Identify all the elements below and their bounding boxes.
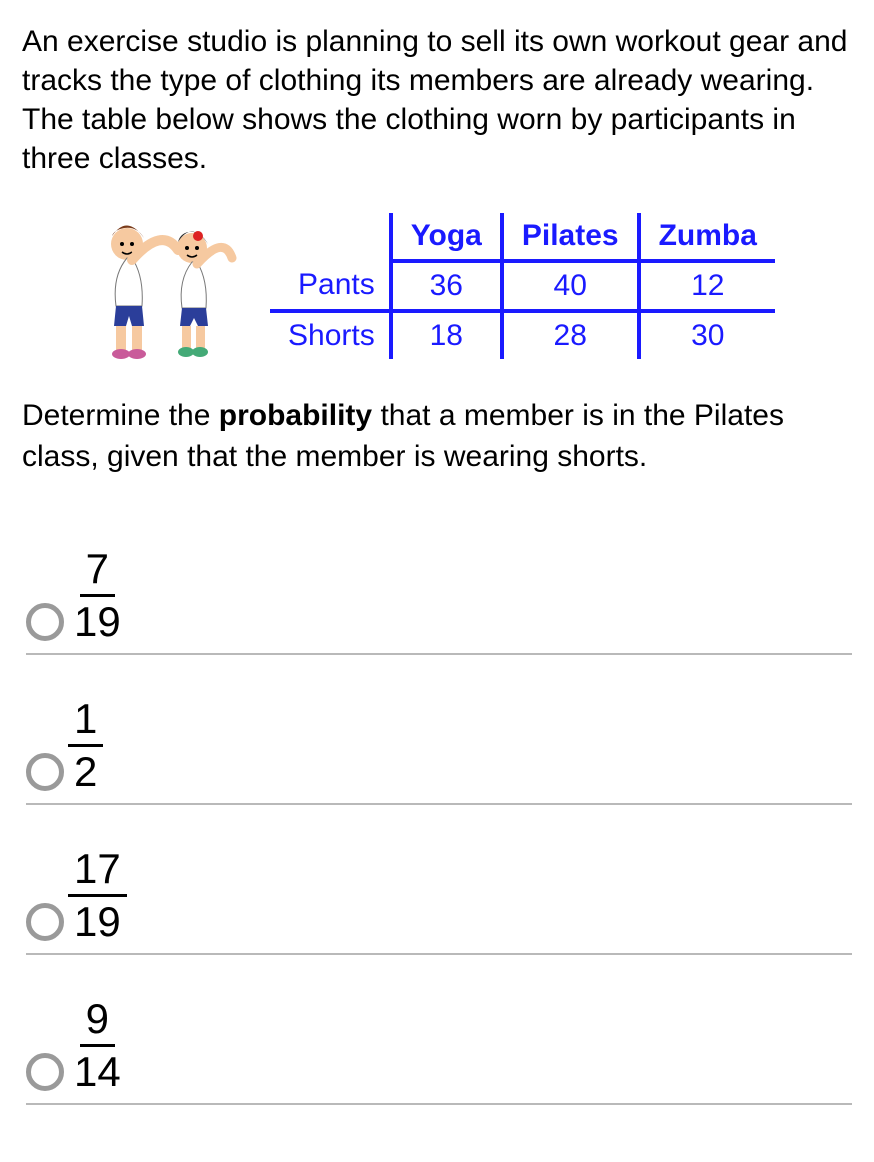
- table-cell: 36: [391, 261, 502, 311]
- radio-button[interactable]: [26, 753, 64, 791]
- option-row[interactable]: 9 14: [26, 955, 852, 1105]
- row-header: Shorts: [270, 311, 391, 359]
- table-cell: 30: [639, 311, 775, 359]
- row-header: Pants: [270, 261, 391, 311]
- radio-button[interactable]: [26, 903, 64, 941]
- fraction: 1 2: [68, 696, 103, 795]
- col-header: Pilates: [502, 213, 639, 261]
- col-header: Yoga: [391, 213, 502, 261]
- table-area: Yoga Pilates Zumba Pants 36 40 12 Shorts…: [22, 206, 852, 366]
- fraction: 17 19: [68, 846, 127, 945]
- fraction-numerator: 1: [68, 696, 103, 747]
- fraction-numerator: 7: [80, 546, 115, 597]
- fraction: 7 19: [68, 546, 127, 645]
- option-row[interactable]: 1 2: [26, 655, 852, 805]
- clothing-table: Yoga Pilates Zumba Pants 36 40 12 Shorts…: [270, 213, 775, 359]
- fraction-denominator: 19: [68, 597, 127, 645]
- stretching-people-icon: [82, 206, 242, 366]
- question-pre: Determine the: [22, 399, 219, 432]
- question-bold: probability: [219, 399, 372, 432]
- fraction-denominator: 19: [68, 897, 127, 945]
- table-cell: 40: [502, 261, 639, 311]
- option-row[interactable]: 7 19: [26, 505, 852, 655]
- table-corner: [270, 213, 391, 261]
- question-text: Determine the probability that a member …: [22, 396, 852, 477]
- table-cell: 28: [502, 311, 639, 359]
- fraction-denominator: 14: [68, 1047, 127, 1095]
- fraction-numerator: 9: [80, 996, 115, 1047]
- table-cell: 12: [639, 261, 775, 311]
- option-row[interactable]: 17 19: [26, 805, 852, 955]
- intro-text: An exercise studio is planning to sell i…: [22, 22, 852, 178]
- col-header: Zumba: [639, 213, 775, 261]
- fraction: 9 14: [68, 996, 127, 1095]
- radio-button[interactable]: [26, 1053, 64, 1091]
- fraction-numerator: 17: [68, 846, 127, 897]
- table-cell: 18: [391, 311, 502, 359]
- fraction-denominator: 2: [68, 747, 103, 795]
- radio-button[interactable]: [26, 603, 64, 641]
- answer-options: 7 19 1 2 17 19 9 14: [22, 505, 852, 1105]
